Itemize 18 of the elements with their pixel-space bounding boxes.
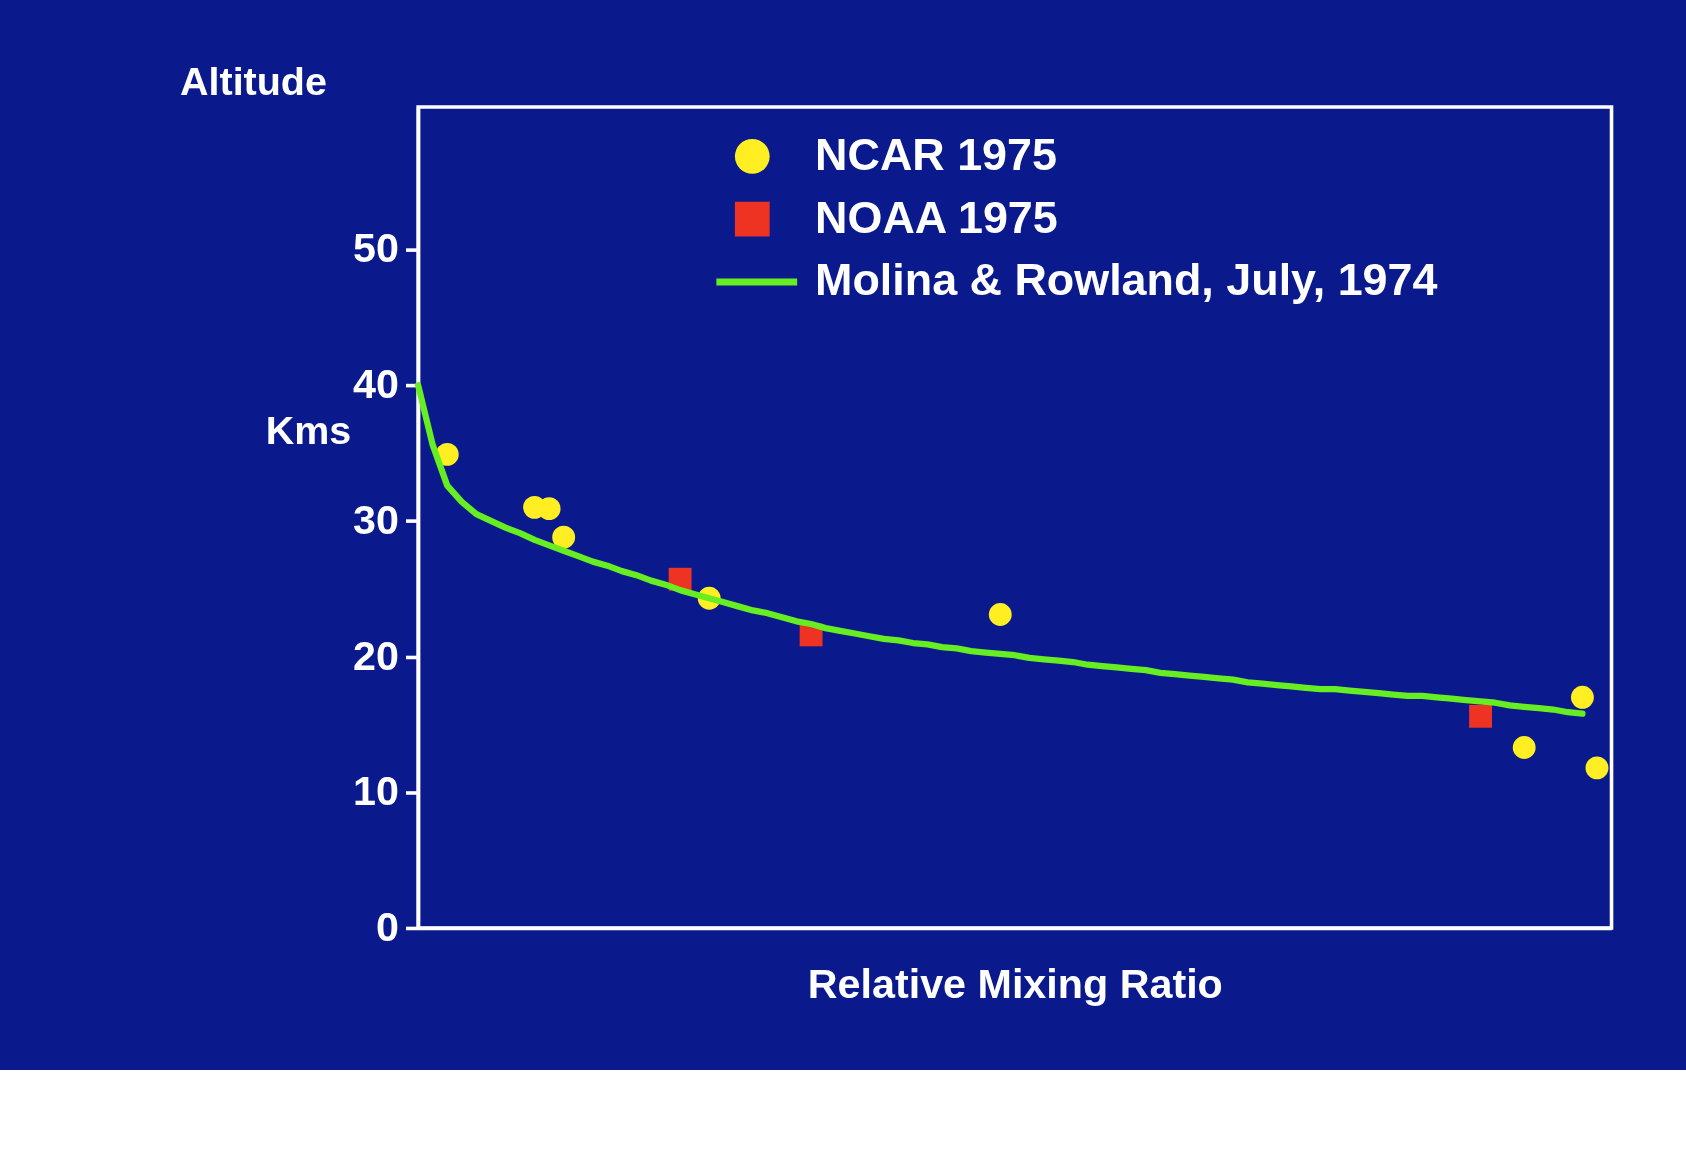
- point: [1585, 756, 1609, 780]
- point: [1469, 704, 1492, 728]
- chart-title: Altitude: [180, 59, 327, 104]
- y-tick-label: 50: [352, 225, 399, 272]
- point: [1512, 736, 1536, 759]
- y-tick-label: 0: [375, 904, 399, 951]
- point: [552, 525, 576, 549]
- y-axis-title: Kms: [265, 408, 352, 453]
- y-tick-label: 20: [352, 632, 399, 679]
- point: [1570, 685, 1594, 709]
- legend-label: NOAA 1975: [815, 191, 1058, 243]
- point: [988, 603, 1012, 626]
- legend-label: NCAR 1975: [815, 128, 1057, 180]
- x-axis-title: Relative Mixing Ratio: [807, 961, 1223, 1008]
- legend-label: Molina & Rowland, July, 1974: [815, 254, 1438, 306]
- y-tick-label: 30: [352, 496, 399, 543]
- y-tick-label: 10: [352, 768, 399, 815]
- y-tick-label: 40: [352, 361, 399, 408]
